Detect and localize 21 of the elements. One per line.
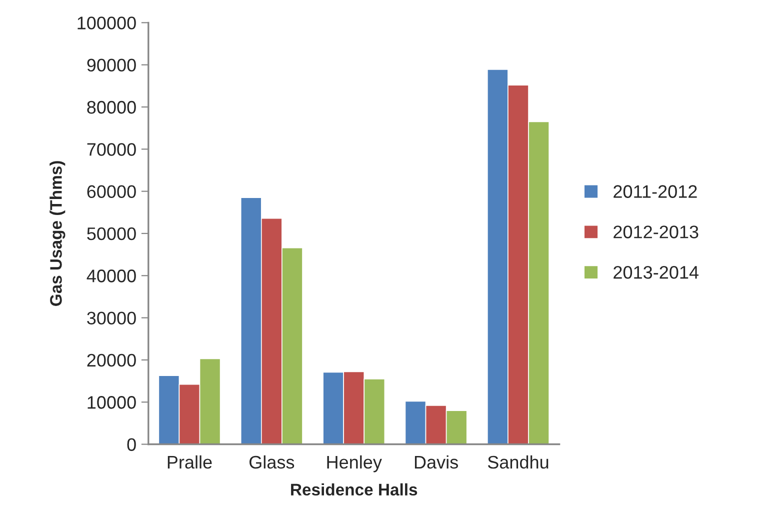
y-tick-label: 0 [127, 438, 136, 451]
legend-label: 2012-2013 [614, 226, 698, 238]
y-axis-title: Gas Usage (Thms) [50, 161, 66, 306]
x-tick-label: Sandhu [488, 455, 548, 469]
y-tick-label: 10000 [88, 396, 136, 409]
y-tick-label: 90000 [87, 58, 136, 72]
x-tick-label: Glass [250, 455, 294, 469]
y-tick-label: 20000 [87, 354, 136, 367]
y-tick-label: 30000 [87, 312, 136, 324]
x-axis-title: Residence Halls [291, 483, 418, 496]
x-tick-label: Henley [327, 455, 382, 472]
x-tick-label: Davis [414, 455, 458, 469]
y-tick-label: 100000 [78, 16, 136, 30]
y-tick-label: 80000 [87, 100, 136, 114]
legend-label: 2011-2012 [614, 185, 697, 198]
legend-label: 2013-2014 [614, 266, 699, 279]
x-tick-label: Pralle [168, 455, 212, 469]
y-tick-label: 40000 [86, 270, 136, 282]
y-tick-label: 70000 [87, 143, 136, 156]
y-tick-label: 60000 [87, 185, 136, 198]
y-tick-label: 50000 [87, 227, 136, 240]
